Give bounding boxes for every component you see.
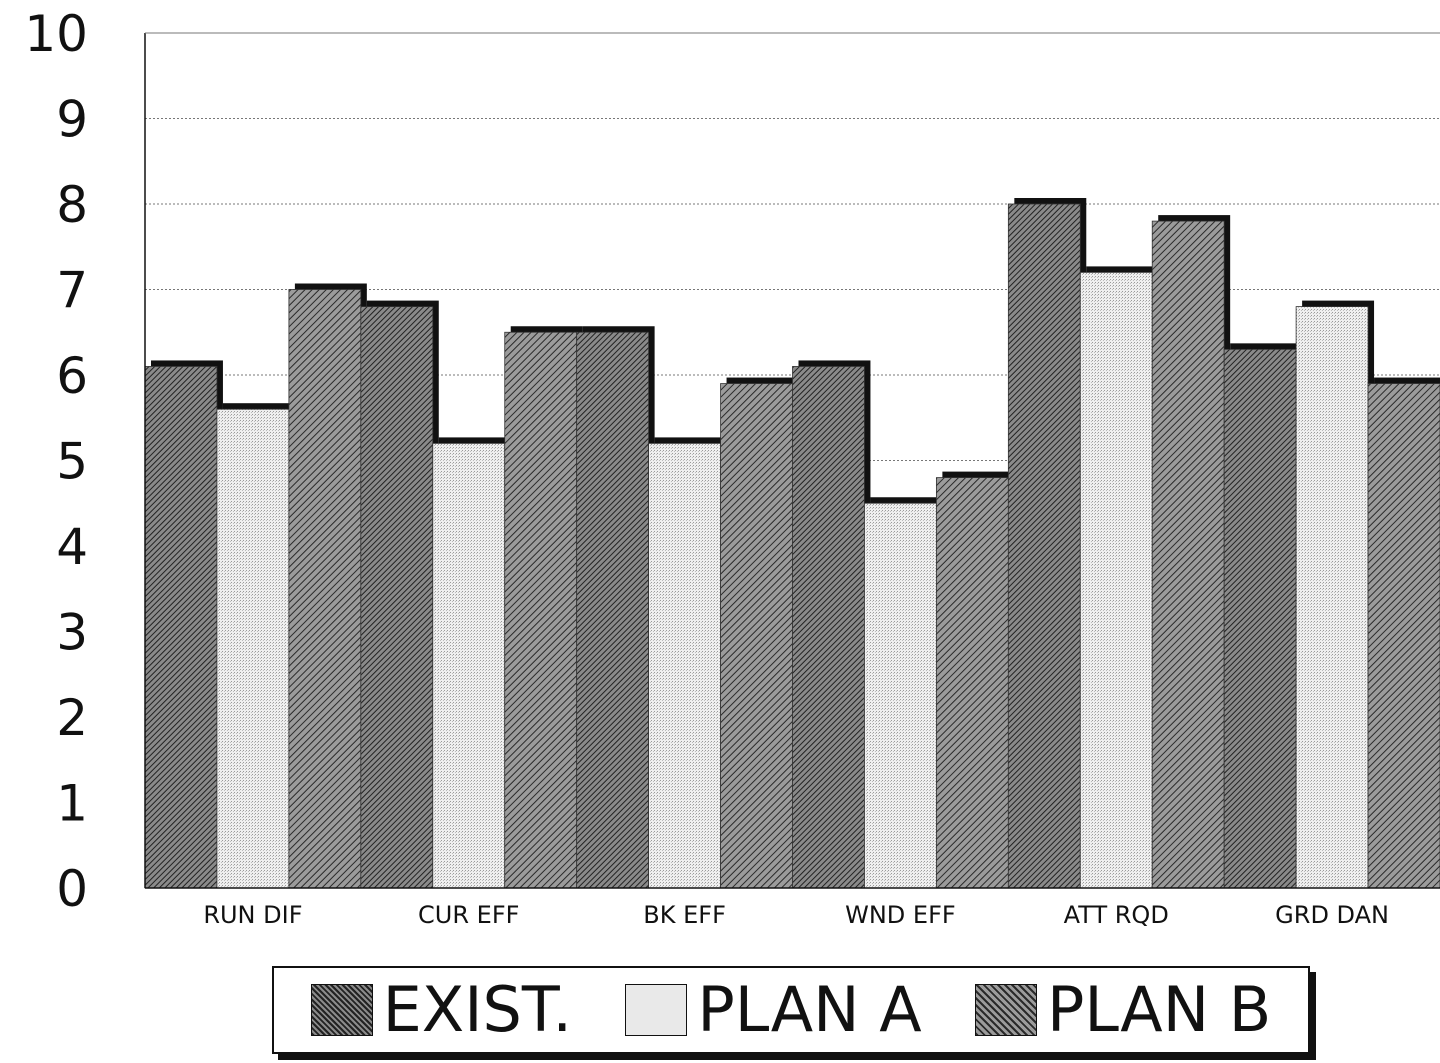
x-tick-label: WND EFF <box>845 901 956 929</box>
bar-exist-grd-dan <box>1223 348 1297 889</box>
y-tick-label: 7 <box>56 262 88 320</box>
y-tick-label: 6 <box>56 347 88 405</box>
y-tick-labels: 0 1 2 3 4 5 6 7 8 9 10 <box>24 5 88 918</box>
bar-plan-b-run-dif <box>288 289 362 889</box>
y-tick-label: 1 <box>56 775 88 833</box>
y-tick-label: 4 <box>56 518 88 576</box>
bar-plan-b-att-rqd <box>1151 220 1225 889</box>
x-tick-label: GRD DAN <box>1275 901 1389 929</box>
bar-plan-b-wnd-eff <box>935 477 1009 889</box>
bar-plan-a-run-dif <box>216 408 290 889</box>
y-tick-label: 2 <box>56 689 88 747</box>
legend-item-plan-b: PLAN B <box>974 973 1272 1046</box>
bar-exist-bk-eff <box>576 331 650 889</box>
legend-swatch-exist <box>310 984 373 1036</box>
bar-exist-run-dif <box>144 366 218 889</box>
y-tick-label: 3 <box>56 604 88 662</box>
x-tick-labels: RUN DIF CUR EFF BK EFF WND EFF ATT RQD GRD DA… <box>203 901 1389 929</box>
x-tick-label: CUR EFF <box>418 901 519 929</box>
y-tick-label: 8 <box>56 176 88 234</box>
axes <box>144 32 1440 889</box>
y-tick-label: 10 <box>24 5 88 63</box>
legend: EXIST. PLAN A PLAN B <box>272 966 1310 1054</box>
y-tick-label: 0 <box>56 860 88 918</box>
y-tick-label: 5 <box>56 433 88 491</box>
bars <box>144 198 1440 889</box>
bar-plan-a-att-rqd <box>1079 271 1153 889</box>
bar-plan-a-wnd-eff <box>864 502 937 889</box>
bar-plan-b-grd-dan <box>1367 383 1440 889</box>
bar-plan-b-cur-eff <box>504 331 578 889</box>
x-tick-label: RUN DIF <box>203 901 302 929</box>
legend-item-plan-a: PLAN A <box>625 973 922 1046</box>
bar-chart: 0 1 2 3 4 5 6 7 8 9 10 RUN DIF CUR EFF BK EFF WND EFF… <box>24 5 1440 929</box>
legend-swatch-plan-a <box>625 984 688 1036</box>
bar-exist-wnd-eff <box>792 366 865 889</box>
y-tick-label: 9 <box>56 91 88 149</box>
bar-exist-att-rqd <box>1007 203 1081 889</box>
x-tick-label: ATT RQD <box>1064 901 1169 929</box>
legend-label-plan-b: PLAN B <box>1046 973 1272 1046</box>
x-tick-label: BK EFF <box>643 901 726 929</box>
legend-label-exist: EXIST. <box>382 973 573 1046</box>
bar-plan-a-cur-eff <box>432 442 506 889</box>
legend-swatch-plan-b <box>974 984 1037 1036</box>
bar-exist-cur-eff <box>360 306 434 889</box>
bar-plan-a-bk-eff <box>648 442 721 889</box>
bar-plan-b-bk-eff <box>720 383 793 889</box>
legend-item-exist: EXIST. <box>310 973 573 1046</box>
bar-plan-a-grd-dan <box>1295 306 1369 889</box>
legend-label-plan-a: PLAN A <box>697 973 922 1046</box>
